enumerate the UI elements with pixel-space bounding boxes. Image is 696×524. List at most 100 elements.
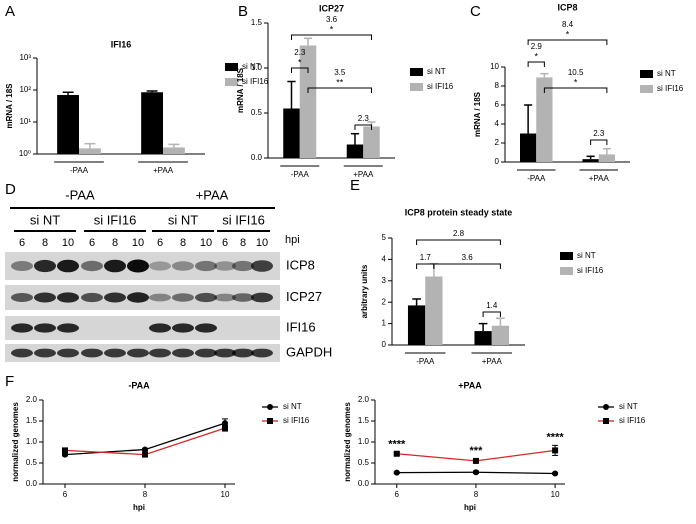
error-bar	[287, 80, 296, 109]
error-bar	[146, 90, 158, 93]
comparison-label: 2.3	[294, 48, 306, 57]
y-tick-label: 10	[490, 62, 499, 71]
panel-letter: C	[470, 3, 481, 20]
blot-band	[172, 323, 194, 333]
y-tick-label: 2	[382, 297, 387, 306]
blot-band	[251, 260, 273, 272]
bar	[299, 45, 317, 158]
comparison-bracket	[307, 87, 373, 93]
blot-band	[149, 348, 171, 358]
blot-band	[104, 348, 126, 358]
y-axis-label: mRNA / 18S	[236, 67, 245, 113]
panel-letter: A	[5, 3, 15, 20]
legend-swatch	[640, 70, 653, 78]
legend-label: si NT	[577, 251, 596, 260]
blot-band	[172, 293, 194, 302]
bar	[520, 133, 537, 162]
point	[142, 446, 148, 453]
legend-label: si NT	[619, 402, 638, 411]
blot-band	[11, 293, 33, 302]
error-bar	[496, 317, 505, 326]
legend-label: si IFI16	[427, 82, 454, 91]
timepoint-label: 8	[240, 237, 246, 249]
chart-title: ICP8 protein steady state	[405, 207, 513, 217]
timepoint-label: 8	[42, 237, 48, 249]
x-tick-label: -PAA	[527, 174, 546, 183]
comparison-label: 2.3	[593, 129, 605, 138]
blot-band	[195, 348, 217, 358]
x-axis-label: hpi	[464, 503, 476, 512]
point	[222, 420, 228, 427]
comparison-bracket	[527, 61, 545, 67]
y-tick-label: 5	[382, 233, 387, 242]
legend-label: si IFI16	[657, 84, 684, 93]
point	[472, 457, 479, 464]
timepoint-label: 10	[200, 237, 212, 249]
x-tick-label: 10	[221, 490, 230, 499]
comparison-label: 3.6	[462, 253, 474, 262]
error-bar	[84, 142, 96, 149]
comparison-label: 10.5	[568, 68, 584, 77]
comparison-bracket	[354, 124, 373, 130]
chart-title: IFI16	[111, 39, 132, 49]
bar	[363, 126, 380, 158]
y-tick-label: 0.0	[26, 479, 38, 488]
panel-letter: B	[238, 3, 248, 20]
comparison-label: 2.3	[358, 114, 370, 123]
blot-band	[172, 261, 194, 271]
comparison-bracket	[433, 263, 501, 269]
error-bar	[540, 72, 549, 78]
timepoint-label: 6	[19, 237, 25, 249]
comparison-label: 2.9	[531, 42, 543, 51]
error-bar	[478, 322, 488, 332]
treatment-label: +PAA	[196, 187, 229, 202]
error-bar	[350, 132, 360, 145]
blot-band	[149, 323, 171, 333]
legend-swatch	[225, 78, 238, 86]
x-tick-label: 8	[474, 490, 479, 499]
blot-band	[214, 261, 236, 271]
legend-label: si NT	[657, 69, 676, 78]
timepoint-label: 8	[112, 237, 118, 249]
panel-letter: F	[5, 373, 14, 390]
blot-band	[34, 292, 56, 303]
bar	[283, 108, 300, 158]
y-tick-label: 8	[495, 81, 500, 90]
y-tick-label: 0.0	[358, 479, 370, 488]
blot-band	[81, 348, 103, 358]
timepoint-label: 10	[62, 237, 74, 249]
comparison-stars: *	[566, 29, 570, 39]
point	[552, 470, 559, 477]
blot-band	[11, 348, 33, 358]
x-tick-label: +PAA	[353, 170, 374, 179]
y-tick-label: 2.0	[26, 395, 38, 404]
time-label: hpi	[285, 234, 300, 246]
x-tick-label: -PAA	[416, 357, 435, 366]
blot-band	[34, 348, 56, 358]
blot-band	[57, 348, 79, 358]
blot-band	[172, 348, 194, 358]
x-tick-label: -PAA	[70, 166, 89, 175]
blot-band	[251, 348, 273, 358]
blot-band	[34, 259, 56, 273]
group-label: si IFI16	[222, 212, 265, 227]
bar	[474, 331, 492, 345]
comparison-label: 1.7	[420, 253, 432, 262]
error-bar	[586, 155, 595, 160]
comparison-bracket	[290, 34, 373, 40]
blot-band	[251, 292, 273, 303]
blot-band	[195, 260, 217, 272]
chart-title: ICP27	[319, 3, 344, 13]
comparison-label: 3.5	[334, 68, 346, 77]
bar	[598, 154, 615, 162]
y-tick-label: 1.0	[358, 437, 370, 446]
x-tick-label: +PAA	[482, 357, 503, 366]
comparison-bracket	[416, 239, 501, 245]
x-tick-label: -PAA	[291, 170, 310, 179]
y-tick-label: 0.5	[251, 108, 263, 117]
comparison-label: 3.6	[326, 15, 338, 24]
blot-band	[195, 323, 217, 333]
y-tick-label: 1.5	[26, 416, 38, 425]
x-tick-label: 6	[63, 490, 68, 499]
